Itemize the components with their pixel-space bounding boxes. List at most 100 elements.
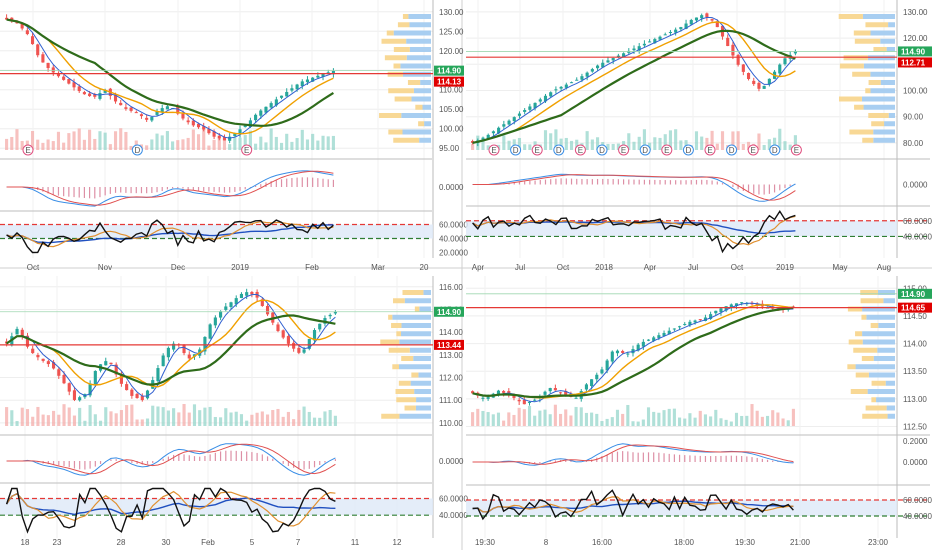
volume-bar xyxy=(626,404,630,426)
volume-bar xyxy=(83,420,87,426)
candle-body xyxy=(689,19,693,25)
profile-bar-down xyxy=(861,356,874,361)
profile-bar-up xyxy=(422,104,431,110)
volume-bar xyxy=(300,129,304,150)
volume-bar xyxy=(679,140,683,150)
volume-bar xyxy=(471,412,475,426)
profile-bar-up xyxy=(883,298,895,304)
profile-bar-down xyxy=(396,331,401,337)
candle-body xyxy=(113,95,118,102)
volume-bar xyxy=(731,131,735,150)
candle-body xyxy=(88,93,92,97)
volume-bar xyxy=(318,417,322,426)
volume-bar xyxy=(720,131,725,150)
macd-signal-line xyxy=(472,174,796,201)
candle-body xyxy=(684,23,688,29)
profile-bar-up xyxy=(404,298,431,304)
candle-body xyxy=(724,306,728,311)
price-axis-tick: 115.00 xyxy=(903,284,927,293)
rsi-ma-line xyxy=(6,221,334,248)
event-marker xyxy=(618,144,630,156)
candle-body xyxy=(632,48,636,51)
rsi-axis-tick: 40.0000 xyxy=(439,511,468,520)
profile-bar-down xyxy=(873,47,887,52)
candle-body xyxy=(30,36,35,45)
volume-bar xyxy=(10,136,14,150)
volume-bar xyxy=(703,414,707,426)
time-axis-tick: 23 xyxy=(53,538,62,547)
time-axis-tick: 20 xyxy=(420,263,429,272)
volume-bar xyxy=(486,145,490,150)
volume-bar xyxy=(781,418,785,426)
candle-body xyxy=(637,46,641,51)
candle-body xyxy=(103,90,107,93)
volume-bar xyxy=(637,136,641,150)
profile-bar-up xyxy=(401,323,431,328)
volume-bar xyxy=(788,144,792,150)
profile-bar-down xyxy=(838,14,863,19)
profile-bar-down xyxy=(401,356,414,361)
candle-body xyxy=(140,396,144,401)
profile-bar-down xyxy=(388,88,414,94)
volume-bar xyxy=(286,411,290,426)
volume-bar xyxy=(672,408,676,426)
volume-bar xyxy=(248,130,252,150)
candle-body xyxy=(627,50,631,53)
volume-bar xyxy=(657,412,661,426)
volume-bar xyxy=(198,410,202,426)
candle-body xyxy=(292,342,296,349)
volume-bar xyxy=(584,412,588,426)
candle-body xyxy=(549,92,553,97)
volume-bar xyxy=(264,142,268,150)
volume-bar xyxy=(15,129,19,150)
candle-body xyxy=(307,339,311,349)
event-marker xyxy=(531,144,543,156)
candle-body xyxy=(316,75,320,78)
rsi-axis-tick: 40.0000 xyxy=(903,512,932,521)
volume-bar xyxy=(98,131,102,150)
profile-bar-down xyxy=(398,380,411,386)
volume-bar xyxy=(269,128,273,150)
volume-bar xyxy=(615,409,620,426)
volume-bar xyxy=(736,131,740,150)
level-price-tag xyxy=(434,76,464,87)
rsi-slow-line xyxy=(6,492,336,516)
volume-bar xyxy=(285,133,289,150)
candle-body xyxy=(15,328,19,335)
profile-bar-down xyxy=(850,389,868,394)
candle-body xyxy=(202,126,206,130)
volume-bar xyxy=(93,138,97,150)
volume-bar xyxy=(307,411,311,426)
volume-bar xyxy=(271,410,275,426)
price-axis-tick: 130.00 xyxy=(439,8,464,17)
profile-bar-up xyxy=(862,331,895,337)
candle-body xyxy=(486,134,490,139)
profile-bar-up xyxy=(887,413,895,419)
time-axis-tick: 7 xyxy=(296,538,301,547)
candle-body xyxy=(125,384,129,391)
volume-bar xyxy=(67,133,71,150)
price-axis-tick: 100.00 xyxy=(439,125,464,134)
event-marker xyxy=(131,144,143,156)
profile-bar-up xyxy=(877,347,895,353)
rsi-ma-line xyxy=(472,215,796,246)
profile-bar-up xyxy=(863,63,895,69)
candle-body xyxy=(297,347,301,353)
profile-bar-up xyxy=(868,372,895,378)
volume-bar xyxy=(276,408,280,426)
profile-bar-down xyxy=(847,364,856,370)
candle-body xyxy=(77,86,81,92)
volume-bar xyxy=(611,143,615,150)
volume-bar xyxy=(662,410,666,426)
rsi-band xyxy=(466,220,897,237)
volume-bar xyxy=(523,144,527,150)
macd-axis-tick: 0.2000 xyxy=(903,437,928,446)
profile-bar-down xyxy=(871,397,877,403)
volume-bar xyxy=(125,405,129,426)
volume-bar xyxy=(652,411,656,426)
profile-bar-up xyxy=(878,323,895,328)
time-axis-tick: Mar xyxy=(371,263,385,272)
candle-body xyxy=(636,344,640,351)
volume-bar xyxy=(590,139,594,150)
volume-bar xyxy=(564,409,568,426)
